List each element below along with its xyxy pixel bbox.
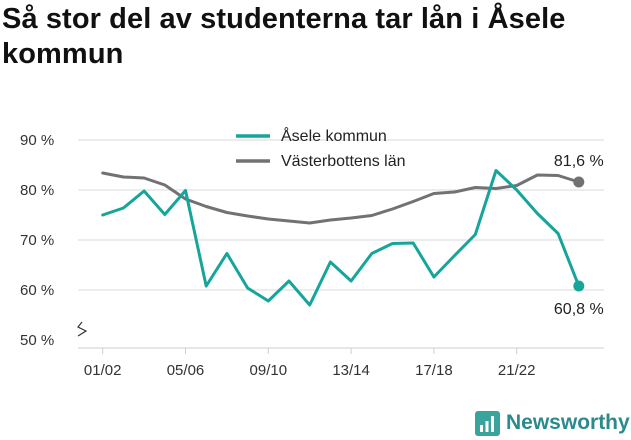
y-axis-break-icon: [77, 321, 88, 337]
y-tick-labels: 50 % 60 % 70 % 80 % 90 %: [20, 132, 54, 349]
x-tick-label: 05/06: [167, 362, 205, 379]
legend-label: Västerbottens län: [281, 153, 406, 170]
newsworthy-logo: Newsworthy: [474, 406, 630, 440]
x-tick-label: 17/18: [415, 362, 453, 379]
series-end-label: 60,8 %: [554, 301, 604, 318]
legend-label: Åsele kommun: [281, 126, 387, 145]
x-tick-label: 13/14: [332, 362, 370, 379]
series-layer: 81,6 % 60,8 %: [101, 153, 604, 318]
y-tick-label: 70 %: [20, 232, 54, 249]
chart-title: Så stor del av studenterna tar lån i Åse…: [2, 3, 566, 70]
series-åsele-kommun: 60,8 %: [101, 169, 604, 318]
grid-layer: [78, 139, 604, 349]
bar-chart-logo-icon: [475, 410, 500, 436]
series-end-label: 81,6 %: [554, 153, 604, 170]
x-tick-label: 01/02: [84, 362, 122, 379]
legend-item: Västerbottens län: [236, 153, 406, 170]
series-end-point: [573, 176, 585, 188]
legend: Åsele kommun Västerbottens län: [236, 126, 406, 170]
x-tick-label: 21/22: [498, 362, 536, 379]
brand-name: Newsworthy: [506, 411, 630, 434]
y-tick-label: 90 %: [20, 132, 54, 149]
series-end-point: [573, 280, 585, 292]
y-tick-label: 50 %: [20, 332, 54, 349]
x-tick-labels: 01/02 05/06 09/10 13/14 17/18 21/22: [84, 348, 536, 379]
axis-break-mark: [77, 321, 88, 337]
y-tick-label: 80 %: [20, 182, 54, 199]
y-tick-label: 60 %: [20, 282, 54, 299]
legend-item: Åsele kommun: [236, 126, 387, 145]
series-line: [101, 169, 581, 307]
x-tick-label: 09/10: [250, 362, 288, 379]
